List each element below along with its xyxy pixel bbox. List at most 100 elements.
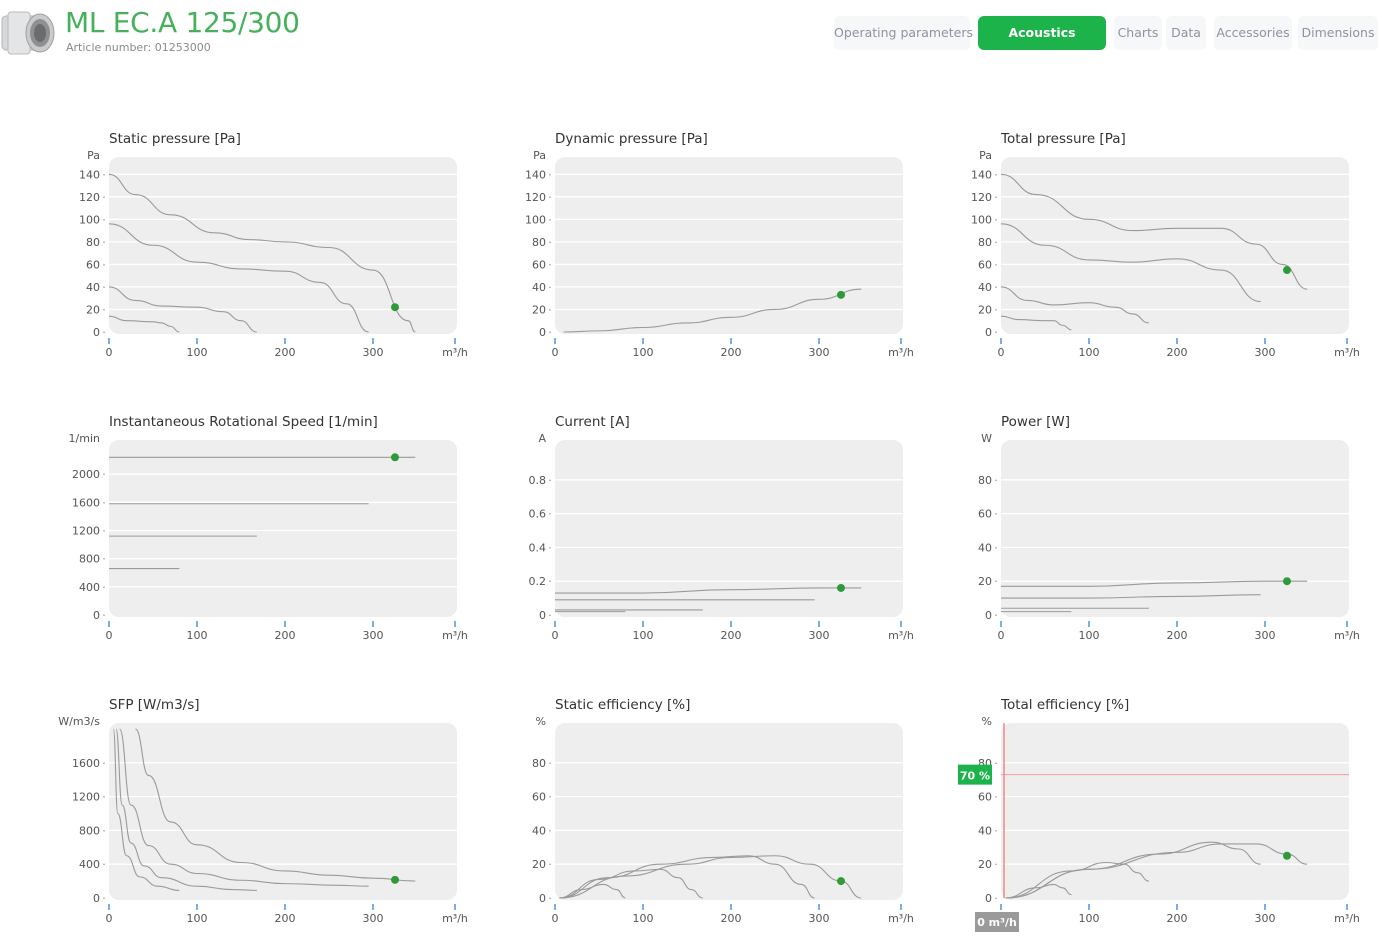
operating-point — [837, 290, 845, 299]
y-tick-label: 0 — [93, 326, 100, 339]
y-tick-label: 40 — [86, 281, 100, 294]
y-tick-dash: · — [102, 892, 106, 905]
y-tick-dash: · — [994, 791, 998, 804]
chart-panel-5: Current [A]0·0.2·0.4·0.6·0.8 ·A0 100 200 300… — [529, 414, 914, 642]
y-tick-dash: · — [102, 326, 106, 339]
tab-operating-parameters[interactable]: Operating parameters — [834, 16, 973, 50]
chart-panel-8: Static efficiency [%]0·20·40·60·80 ·%0 100… — [532, 697, 914, 925]
x-tick-label: 100 — [633, 629, 654, 642]
y-tick-dash: · — [994, 303, 998, 316]
y-tick-dash: · — [102, 468, 106, 481]
tab-data[interactable]: Data — [1166, 16, 1206, 50]
plot-area — [109, 440, 457, 617]
y-tick-dash: · — [994, 258, 998, 271]
y-unit-label: % — [536, 715, 546, 728]
y-tick-label: 40 — [532, 824, 546, 837]
chart-panel-2: Dynamic pressure [Pa]0·20·40·60·80·100·1… — [525, 131, 914, 359]
y-tick-label: 100 — [525, 213, 546, 226]
y-tick-label: 140 — [971, 168, 992, 181]
tab-acoustics[interactable]: Acoustics — [978, 16, 1106, 50]
y-tick-dash: · — [548, 191, 552, 204]
chart-panel-1: Static pressure [Pa]0·20·40·60·80·100·12… — [79, 131, 468, 359]
y-tick-label: 400 — [79, 858, 100, 871]
x-tick-label: 100 — [633, 912, 654, 925]
chart-title: Instantaneous Rotational Speed [1/min] — [109, 414, 378, 430]
y-tick-label: 1200 — [72, 525, 100, 538]
y-tick-dash: · — [548, 575, 552, 588]
x-tick-label: 200 — [721, 629, 742, 642]
series-4-line — [1005, 883, 1072, 899]
y-tick-dash: · — [102, 791, 106, 804]
y-tick-label: 1600 — [72, 496, 100, 509]
y-tick-label: 800 — [79, 553, 100, 566]
y-tick-dash: · — [994, 824, 998, 837]
y-tick-dash: · — [994, 508, 998, 521]
y-tick-dash: · — [994, 281, 998, 294]
x-tick-label: 300 — [363, 346, 384, 359]
x-tick-label: 100 — [187, 346, 208, 359]
plot-area — [1001, 157, 1349, 334]
y-tick-dash: · — [548, 892, 552, 905]
y-tick-dash: · — [548, 326, 552, 339]
y-tick-dash: · — [994, 575, 998, 588]
operating-point — [391, 303, 399, 312]
operating-point — [1283, 266, 1291, 275]
y-unit-label: 1/min — [69, 432, 100, 445]
series-2-line — [1000, 223, 1261, 303]
y-tick-dash: · — [548, 258, 552, 271]
y-tick-dash: · — [548, 281, 552, 294]
y-unit-label: W/m3/s — [58, 715, 100, 728]
tab-dimensions[interactable]: Dimensions — [1298, 16, 1378, 50]
x-unit-label: m³/h — [442, 629, 468, 642]
x-tick-label: 100 — [187, 912, 208, 925]
x-tick-label: 200 — [1167, 346, 1188, 359]
operating-point — [837, 583, 845, 592]
chart-title: Power [W] — [1001, 414, 1070, 430]
x-unit-label: m³/h — [888, 629, 914, 642]
tab-accessories[interactable]: Accessories — [1214, 16, 1292, 50]
y-tick-label: 0.6 — [529, 508, 547, 521]
y-unit-label: Pa — [979, 149, 992, 162]
y-tick-label: 60 — [978, 508, 992, 521]
y-tick-dash: · — [548, 303, 552, 316]
product-image — [1, 11, 55, 55]
threshold-label: 70 % — [960, 770, 990, 783]
chart-title: Total pressure [Pa] — [1000, 131, 1126, 147]
y-tick-label: 0.2 — [529, 575, 547, 588]
x-unit-label: m³/h — [888, 912, 914, 925]
tab-charts[interactable]: Charts — [1114, 16, 1162, 50]
chart-panel-9: Total efficiency [%]0·20·40·60·80·%01002… — [958, 697, 1360, 932]
x-tick-label: 200 — [1167, 629, 1188, 642]
y-tick-dash: · — [102, 168, 106, 181]
y-tick-label: 60 — [532, 258, 546, 271]
y-tick-dash: · — [548, 236, 552, 249]
y-tick-label: 140 — [79, 168, 100, 181]
y-tick-dash: · — [102, 609, 106, 622]
y-tick-label: 60 — [532, 791, 546, 804]
x-unit-label: m³/h — [888, 346, 914, 359]
operating-point — [1283, 577, 1291, 586]
y-tick-label: 400 — [79, 581, 100, 594]
series-2-line — [119, 728, 369, 887]
y-tick-label: 0 — [985, 326, 992, 339]
x-tick-label: 0 — [552, 346, 559, 359]
x-unit-label: m³/h — [442, 346, 468, 359]
y-tick-dash: · — [994, 236, 998, 249]
plot-area — [555, 157, 903, 334]
series-1-line — [1000, 173, 1308, 290]
series-4-line — [108, 315, 180, 333]
threshold-badge — [958, 764, 992, 785]
y-tick-dash: · — [994, 892, 998, 905]
y-tick-label: 20 — [978, 858, 992, 871]
y-tick-label: 80 — [978, 236, 992, 249]
y-tick-label: 0 — [539, 326, 546, 339]
plot-area — [555, 723, 903, 900]
chart-title: Current [A] — [555, 414, 630, 430]
y-tick-dash: · — [548, 474, 552, 487]
y-tick-label: 0 — [539, 892, 546, 905]
y-tick-dash: · — [102, 303, 106, 316]
y-tick-label: 0.8 — [529, 474, 547, 487]
series-3-line — [559, 868, 703, 899]
y-tick-dash: · — [548, 791, 552, 804]
